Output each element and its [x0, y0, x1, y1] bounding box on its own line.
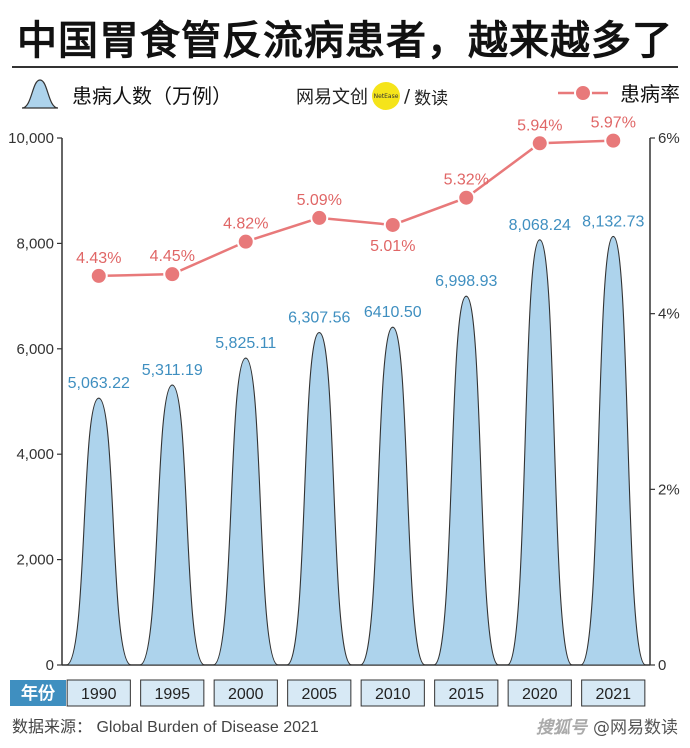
- bar-1990: [66, 397, 132, 666]
- brand-sub: 数读: [414, 88, 449, 109]
- x-category-box: [581, 679, 646, 707]
- bar-value-label: 5,311.19: [142, 362, 203, 379]
- brand-separator: /: [404, 85, 411, 107]
- rate-value-label: 5.09%: [297, 192, 342, 209]
- bar-value-label: 6410.50: [364, 304, 422, 321]
- x-category-label: 2000: [228, 686, 264, 703]
- watermark-mark: 搜狐号: [536, 718, 587, 738]
- right-tick-label: 6%: [658, 130, 680, 147]
- line-legend-icon: [558, 83, 608, 102]
- watermark: 搜狐号 @网易数读: [536, 713, 678, 738]
- rate-point-1995: [163, 265, 182, 284]
- rate-value-label: 4.45%: [150, 248, 195, 265]
- rate-value-label: 5.32%: [444, 172, 489, 189]
- x-category-box: [360, 679, 425, 707]
- bar-2010: [359, 326, 426, 666]
- bar-legend-label: 患病人数（万例）: [72, 83, 232, 108]
- rate-value-label: 4.82%: [223, 216, 268, 233]
- left-tick-label: 4,000: [16, 446, 54, 463]
- bar-value-label: 8,132.73: [582, 213, 644, 230]
- x-category-label: 1990: [81, 686, 117, 703]
- x-category-box: [434, 679, 499, 707]
- source-note: 数据来源： Global Burden of Disease 2021: [12, 719, 319, 736]
- x-category-box: [507, 679, 572, 707]
- right-tick-label: 4%: [658, 306, 680, 323]
- brand-logo: 网易文创 NetEase / 数读: [296, 82, 448, 110]
- bar-2021: [580, 235, 647, 666]
- x-category-label: 2010: [375, 686, 411, 703]
- page-title: 中国胃食管反流病患者，越来越多了: [17, 18, 673, 64]
- rate-point-2015: [457, 188, 476, 207]
- left-tick-label: 0: [46, 657, 54, 674]
- bar-2005: [286, 332, 353, 666]
- line-legend-label: 患病率: [620, 82, 680, 106]
- bar-2020: [506, 239, 573, 666]
- x-category-label: 1995: [154, 686, 190, 703]
- left-tick-label: 6,000: [16, 341, 54, 358]
- right-tick-label: 2%: [658, 481, 680, 498]
- left-tick-label: 2,000: [16, 552, 54, 569]
- bar-value-label: 5,063.22: [68, 375, 130, 392]
- bar-value-label: 6,998.93: [435, 273, 497, 290]
- x-category-box: [287, 679, 352, 707]
- x-category-box: [213, 679, 278, 707]
- bar-legend: 患病人数（万例）: [20, 78, 232, 110]
- rate-value-label: 5.94%: [517, 117, 562, 134]
- brand-badge: NetEase: [372, 82, 400, 110]
- bar-value-label: 8,068.24: [509, 217, 571, 234]
- x-category-box: [140, 679, 205, 707]
- x-category-box: [66, 679, 131, 707]
- rate-point-2020: [530, 134, 549, 153]
- x-category-label: 2015: [448, 686, 484, 703]
- rate-point-2021: [604, 131, 623, 150]
- bar-legend-icon: [21, 79, 59, 109]
- line-legend: 患病率: [556, 78, 680, 107]
- bar-value-label: 5,825.11: [215, 335, 276, 352]
- x-axis-tag-bg: [10, 680, 66, 706]
- left-tick-label: 10,000: [8, 130, 54, 147]
- bar-2000: [212, 357, 279, 666]
- right-tick-label: 0: [658, 657, 666, 674]
- watermark-at: @网易数读: [593, 718, 678, 738]
- rate-point-2010: [383, 215, 402, 234]
- x-category-label: 2005: [301, 686, 337, 703]
- rate-value-label: 5.01%: [370, 238, 415, 255]
- bar-1995: [139, 384, 206, 666]
- left-tick-label: 8,000: [16, 235, 54, 252]
- rate-point-1990: [89, 266, 108, 285]
- bar-2015: [433, 295, 500, 666]
- rate-point-2005: [310, 208, 329, 227]
- x-category-label: 2020: [522, 686, 558, 703]
- rate-value-label: 5.97%: [591, 115, 636, 132]
- rate-point-2000: [236, 232, 255, 251]
- rate-value-label: 4.43%: [76, 250, 121, 267]
- x-axis-label: 年份: [21, 683, 56, 704]
- brand-name: 网易文创: [296, 87, 368, 108]
- title-divider: [12, 66, 678, 68]
- rate-line: [98, 139, 614, 278]
- x-category-label: 2021: [595, 686, 631, 703]
- bar-value-label: 6,307.56: [288, 310, 350, 327]
